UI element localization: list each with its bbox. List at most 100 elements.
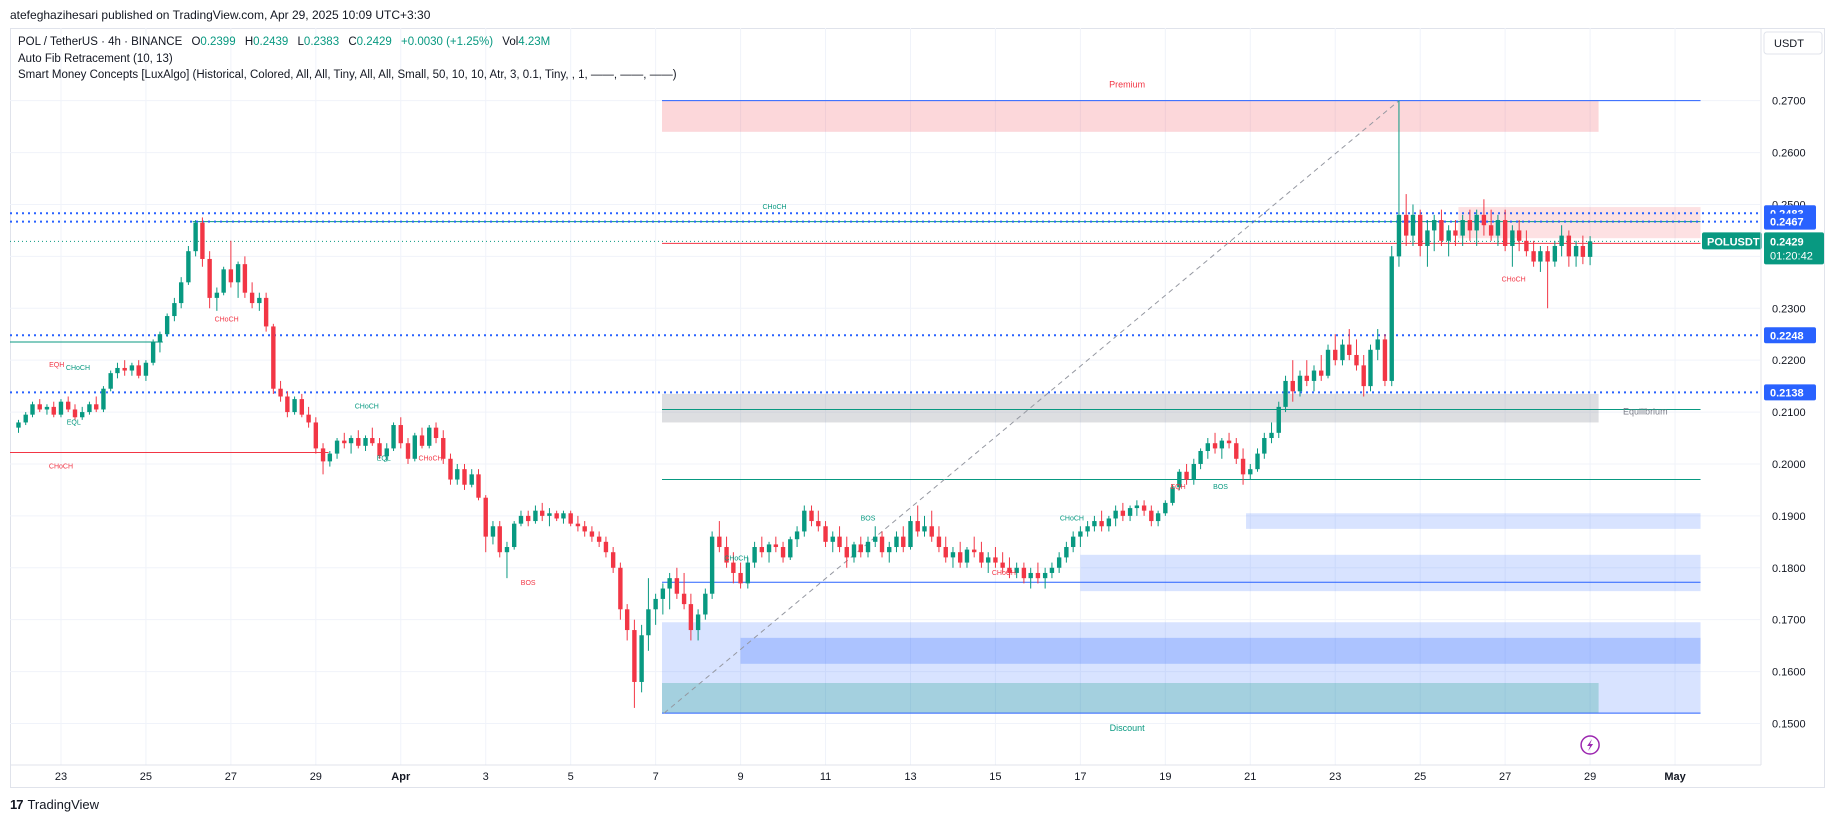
candle-body [830, 536, 835, 542]
level-0-2138-badge [1764, 384, 1816, 401]
footer-brand[interactable]: 17 TradingView [10, 797, 99, 812]
candle-body [964, 549, 970, 563]
candle-body [263, 297, 269, 327]
candle-body [172, 303, 177, 317]
replay-lightning-icon [1580, 735, 1600, 755]
demand-block-4 [740, 637, 1701, 664]
currency-label: USDT [1774, 38, 1804, 50]
candle-body [703, 593, 708, 615]
candle-body [667, 578, 672, 589]
last-price-text: 0.2429 [1770, 236, 1804, 248]
candle-body [363, 438, 368, 446]
close-value: 0.2429 [356, 36, 392, 48]
x-tick-label: 25 [1414, 771, 1426, 783]
candle-body [136, 365, 141, 376]
candle-body [752, 547, 757, 563]
candle-body [51, 406, 56, 415]
candle-body [1425, 230, 1430, 246]
candle-body [943, 547, 948, 558]
chart-frame [10, 28, 1825, 788]
candle-body [285, 396, 290, 413]
candle-body [1099, 521, 1104, 527]
candle-body [427, 427, 432, 446]
candle-body [1056, 557, 1062, 568]
x-tick-label: 29 [310, 771, 322, 783]
candle-body [788, 539, 793, 558]
candle-body [476, 474, 481, 498]
candle-body [1149, 510, 1154, 522]
close-label: C [348, 36, 357, 48]
candle-body [1347, 344, 1352, 355]
candle-body [1134, 505, 1140, 509]
candle-body [794, 531, 800, 540]
candle-body [1191, 463, 1196, 480]
candle-body [632, 630, 637, 682]
candle-body [249, 292, 255, 304]
candle-body [624, 609, 630, 631]
candle-body [780, 547, 786, 558]
candle-body [1276, 406, 1281, 433]
candle-body [1035, 572, 1041, 579]
candle-body [122, 367, 127, 371]
candle-body [1432, 220, 1437, 231]
x-tick-label: Apr [391, 771, 411, 783]
candle-body [455, 469, 460, 480]
lightning-bolt-icon [1587, 739, 1594, 751]
y-tick-label: 0.1600 [1772, 667, 1806, 679]
smc-label: CHoCH [724, 555, 748, 562]
y-tick-label: 0.1500 [1772, 718, 1806, 730]
candle-body [37, 404, 42, 410]
smc-label: Equilibrium [1623, 406, 1668, 416]
brand-text: TradingView [27, 797, 100, 812]
candle-body [178, 282, 184, 304]
demand-block-2 [1080, 554, 1701, 592]
candle-body [589, 531, 595, 537]
candle-body [448, 458, 453, 480]
candle-body [1354, 354, 1359, 366]
candle-body [497, 526, 502, 553]
smc-label: Premium [1109, 79, 1145, 89]
indicator-fib[interactable]: Auto Fib Retracement (10, 13) [18, 52, 173, 65]
candle-body [405, 443, 411, 459]
level-0-2138-badge-text: 0.2138 [1770, 387, 1804, 399]
candle-body [87, 404, 92, 413]
ohlc-row: POL / TetherUS · 4h · BINANCE O0.2399 H0… [18, 34, 677, 51]
last-price-badge [1764, 232, 1824, 265]
candle-body [908, 521, 913, 548]
y-tick-label: 0.2600 [1772, 148, 1806, 160]
candle-body [533, 510, 538, 522]
candle-body [865, 541, 871, 553]
candle-body [802, 510, 807, 532]
candle-body [1446, 230, 1451, 241]
candle-body [738, 572, 743, 584]
y-tick-label: 0.2000 [1772, 459, 1806, 471]
y-tick-label: 0.2700 [1772, 96, 1806, 108]
candle-body [1170, 487, 1175, 503]
candle-body [1226, 440, 1232, 444]
candle-body [271, 326, 276, 389]
candle-body [257, 297, 262, 304]
candle-body [873, 536, 878, 542]
candle-body [1269, 432, 1274, 439]
indicator-smc[interactable]: Smart Money Concepts [LuxAlgo] (Historic… [18, 69, 677, 81]
candle-body [879, 536, 885, 553]
candle-body [398, 425, 403, 444]
candle-body [1587, 241, 1593, 257]
candle-body [681, 593, 687, 605]
candle-body [1262, 438, 1267, 454]
candle-body [1070, 536, 1076, 548]
candle-body [809, 510, 814, 522]
candle-body [342, 440, 347, 444]
candle-body [1538, 251, 1543, 262]
candle-body [979, 552, 984, 563]
chart-legend: POL / TetherUS · 4h · BINANCE O0.2399 H0… [18, 34, 677, 84]
candle-body [214, 292, 220, 298]
candle-body [1106, 518, 1112, 527]
candle-body [72, 409, 78, 418]
smc-label: CHoCH [49, 463, 73, 470]
candle-body [915, 521, 920, 532]
candle-body [816, 521, 821, 527]
candle-body [1545, 251, 1550, 262]
symbol-label[interactable]: POL / TetherUS · 4h · BINANCE [18, 36, 183, 48]
